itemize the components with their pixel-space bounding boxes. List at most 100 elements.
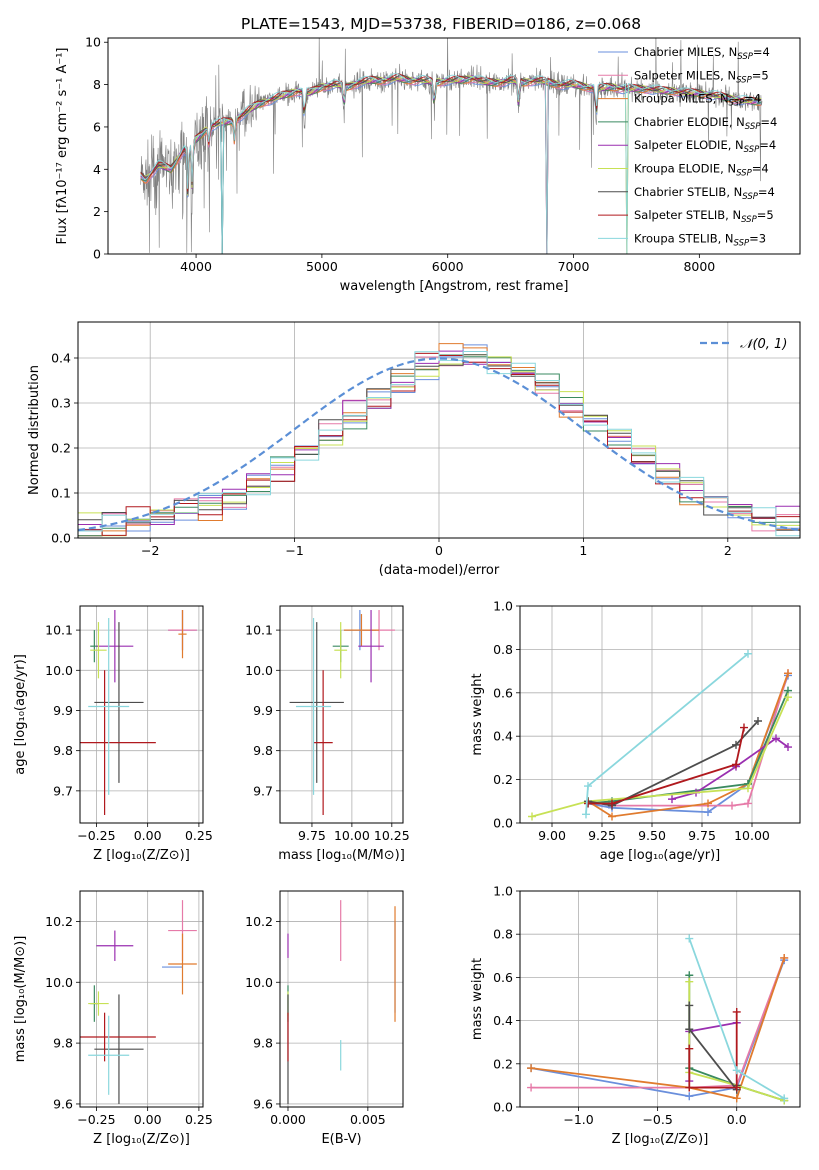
x-axis-label: Z [log₁₀(Z/Z⊙)]: [93, 1132, 190, 1147]
legend-entry: Kroupa STELIB, NSSP=3: [634, 231, 766, 248]
weight-marker: [608, 799, 616, 808]
weight-marker: [754, 717, 762, 726]
weight-marker: [732, 1094, 741, 1103]
legend-entry-subscript: SSP: [744, 145, 760, 155]
weight-marker: [527, 1064, 536, 1073]
x-tick-label: 4000: [180, 259, 212, 274]
weight-marker: [704, 799, 712, 808]
x-tick-label: 9.75: [298, 828, 326, 843]
x-axis-label: Z [log₁₀(Z/Z⊙)]: [93, 848, 190, 863]
weight-marker: [732, 1066, 741, 1075]
x-tick-label: 6000: [432, 259, 464, 274]
y-tick-label: 9.8: [253, 743, 273, 758]
y-tick-label: 10.1: [45, 623, 73, 638]
x-tick-label: 9.25: [588, 828, 616, 843]
axes-frame: [79, 890, 204, 1108]
panel-spectrum: 4000 5000 6000 7000 8000 0 2 4 6 8 10 wavelength [A…: [55, 35, 801, 294]
weight-marker: [740, 723, 748, 732]
weight-line: [531, 696, 789, 818]
x-axis-label: Z [log₁₀(Z/Z⊙)]: [612, 1132, 709, 1147]
weight-marker: [685, 1001, 694, 1010]
weight-marker: [685, 1092, 694, 1101]
legend-entry-label: Chabrier MILES, N: [634, 45, 737, 59]
x-tick-label: 10.00: [734, 828, 770, 843]
y-tick-label: 0.8: [493, 927, 513, 942]
axes-frame: [77, 321, 801, 539]
y-tick-label: 0.2: [51, 441, 71, 456]
legend-entry-label: Chabrier STELIB, N: [634, 185, 742, 199]
legend-entry: Salpeter MILES, NSSP=5: [634, 68, 769, 85]
legend-entry-subscript: SSP: [729, 99, 745, 109]
y-tick-label: 0.0: [493, 1100, 513, 1115]
x-tick-label: −1: [285, 543, 303, 558]
legend-entry-label: Kroupa ELODIE, N: [634, 162, 736, 176]
y-tick-label: 0.4: [493, 1013, 513, 1028]
legend-entry: Salpeter ELODIE, NSSP=4: [634, 138, 776, 155]
model-spectrum-line: [140, 73, 762, 254]
x-tick-label: 1: [579, 543, 587, 558]
x-tick-label: 5000: [306, 259, 338, 274]
y-tick-label: 1.0: [493, 884, 513, 899]
y-tick-label: 10.0: [45, 663, 73, 678]
y-tick-label: 0.4: [51, 351, 71, 366]
axes-frame: [519, 890, 801, 1108]
weight-marker: [685, 934, 694, 943]
y-tick-label: 0.0: [51, 531, 71, 546]
panel-mass-vs-EBV: 0.000 0.005 9.6 9.8 10.0 10.2 E(B-V): [245, 890, 404, 1147]
panel-age-vs-mass: 9.75 10.00 10.25 9.7 9.8 9.9 10.0 10.1 mass [log…: [245, 605, 410, 863]
histogram-step: [78, 351, 800, 538]
y-tick-label: 9.9: [253, 703, 273, 718]
weight-marker: [744, 799, 752, 808]
x-axis-label: (data-model)/error: [379, 563, 500, 578]
normal-distribution-curve: [77, 357, 801, 532]
legend-entry: Kroupa MILES, NSSP=4: [634, 92, 761, 109]
y-axis-label: Flux [fλ10⁻¹⁷ erg cm⁻² s⁻¹ A⁻¹]: [55, 48, 70, 245]
legend-entry-count: =4: [744, 92, 761, 106]
y-tick-label: 10.2: [45, 914, 73, 929]
x-tick-label: −0.5: [642, 1112, 672, 1127]
x-tick-label: 0.00: [134, 828, 162, 843]
model-spectrum-line: [140, 74, 762, 254]
weight-marker: [784, 669, 792, 678]
legend-entry-label: Salpeter ELODIE, N: [634, 138, 744, 152]
x-tick-label: −0.25: [77, 828, 115, 843]
y-tick-label: 9.7: [53, 783, 73, 798]
y-tick-label: 0.2: [493, 1056, 513, 1071]
legend-entry-subscript: SSP: [737, 52, 753, 62]
legend-entry-count: =4: [759, 138, 776, 152]
weight-marker: [732, 760, 740, 769]
model-spectrum-line: [140, 78, 762, 254]
y-tick-label: 10: [85, 35, 101, 50]
y-tick-label: 10.0: [45, 975, 73, 990]
panel-mass-vs-Z: −0.25 0.00 0.25 9.6 9.8 10.0 10.2 Z [log₁₀(Z/Z⊙…: [13, 890, 213, 1147]
weight-line: [688, 1012, 738, 1089]
x-tick-label: 0.25: [185, 1112, 213, 1127]
legend-entry-subscript: SSP: [741, 215, 757, 225]
legend-entry-label: Kroupa MILES, N: [634, 92, 729, 106]
x-tick-label: −0.25: [77, 1112, 115, 1127]
weight-line: [531, 957, 786, 1089]
legend-entry-subscript: SSP: [745, 122, 761, 132]
legend-entry-count: =5: [757, 208, 774, 222]
x-tick-label: 7000: [558, 259, 590, 274]
legend-entry: Chabrier MILES, NSSP=4: [634, 45, 770, 62]
y-tick-label: 8: [93, 77, 101, 92]
weight-line: [530, 957, 786, 1100]
weight-marker: [728, 801, 736, 810]
weight-marker: [780, 1094, 789, 1103]
x-axis-label: mass [log₁₀(M/M⊙)]: [278, 848, 405, 863]
y-axis-label: age [log₁₀(age/yr)]: [13, 654, 28, 775]
weight-marker: [780, 953, 789, 962]
legend-entry: Kroupa ELODIE, NSSP=4: [634, 162, 769, 179]
x-tick-label: 0.25: [185, 828, 213, 843]
legend-entry-label: Salpeter STELIB, N: [634, 208, 741, 222]
x-tick-label: 9.00: [538, 828, 566, 843]
weight-marker: [732, 740, 740, 749]
y-tick-label: 9.6: [253, 1096, 273, 1111]
y-tick-label: 2: [93, 204, 101, 219]
y-tick-label: 0.6: [493, 685, 513, 700]
legend-entry-subscript: SSP: [734, 238, 750, 248]
legend-entry-label: Kroupa STELIB, N: [634, 231, 734, 245]
x-tick-label: 0.0: [727, 1112, 747, 1127]
